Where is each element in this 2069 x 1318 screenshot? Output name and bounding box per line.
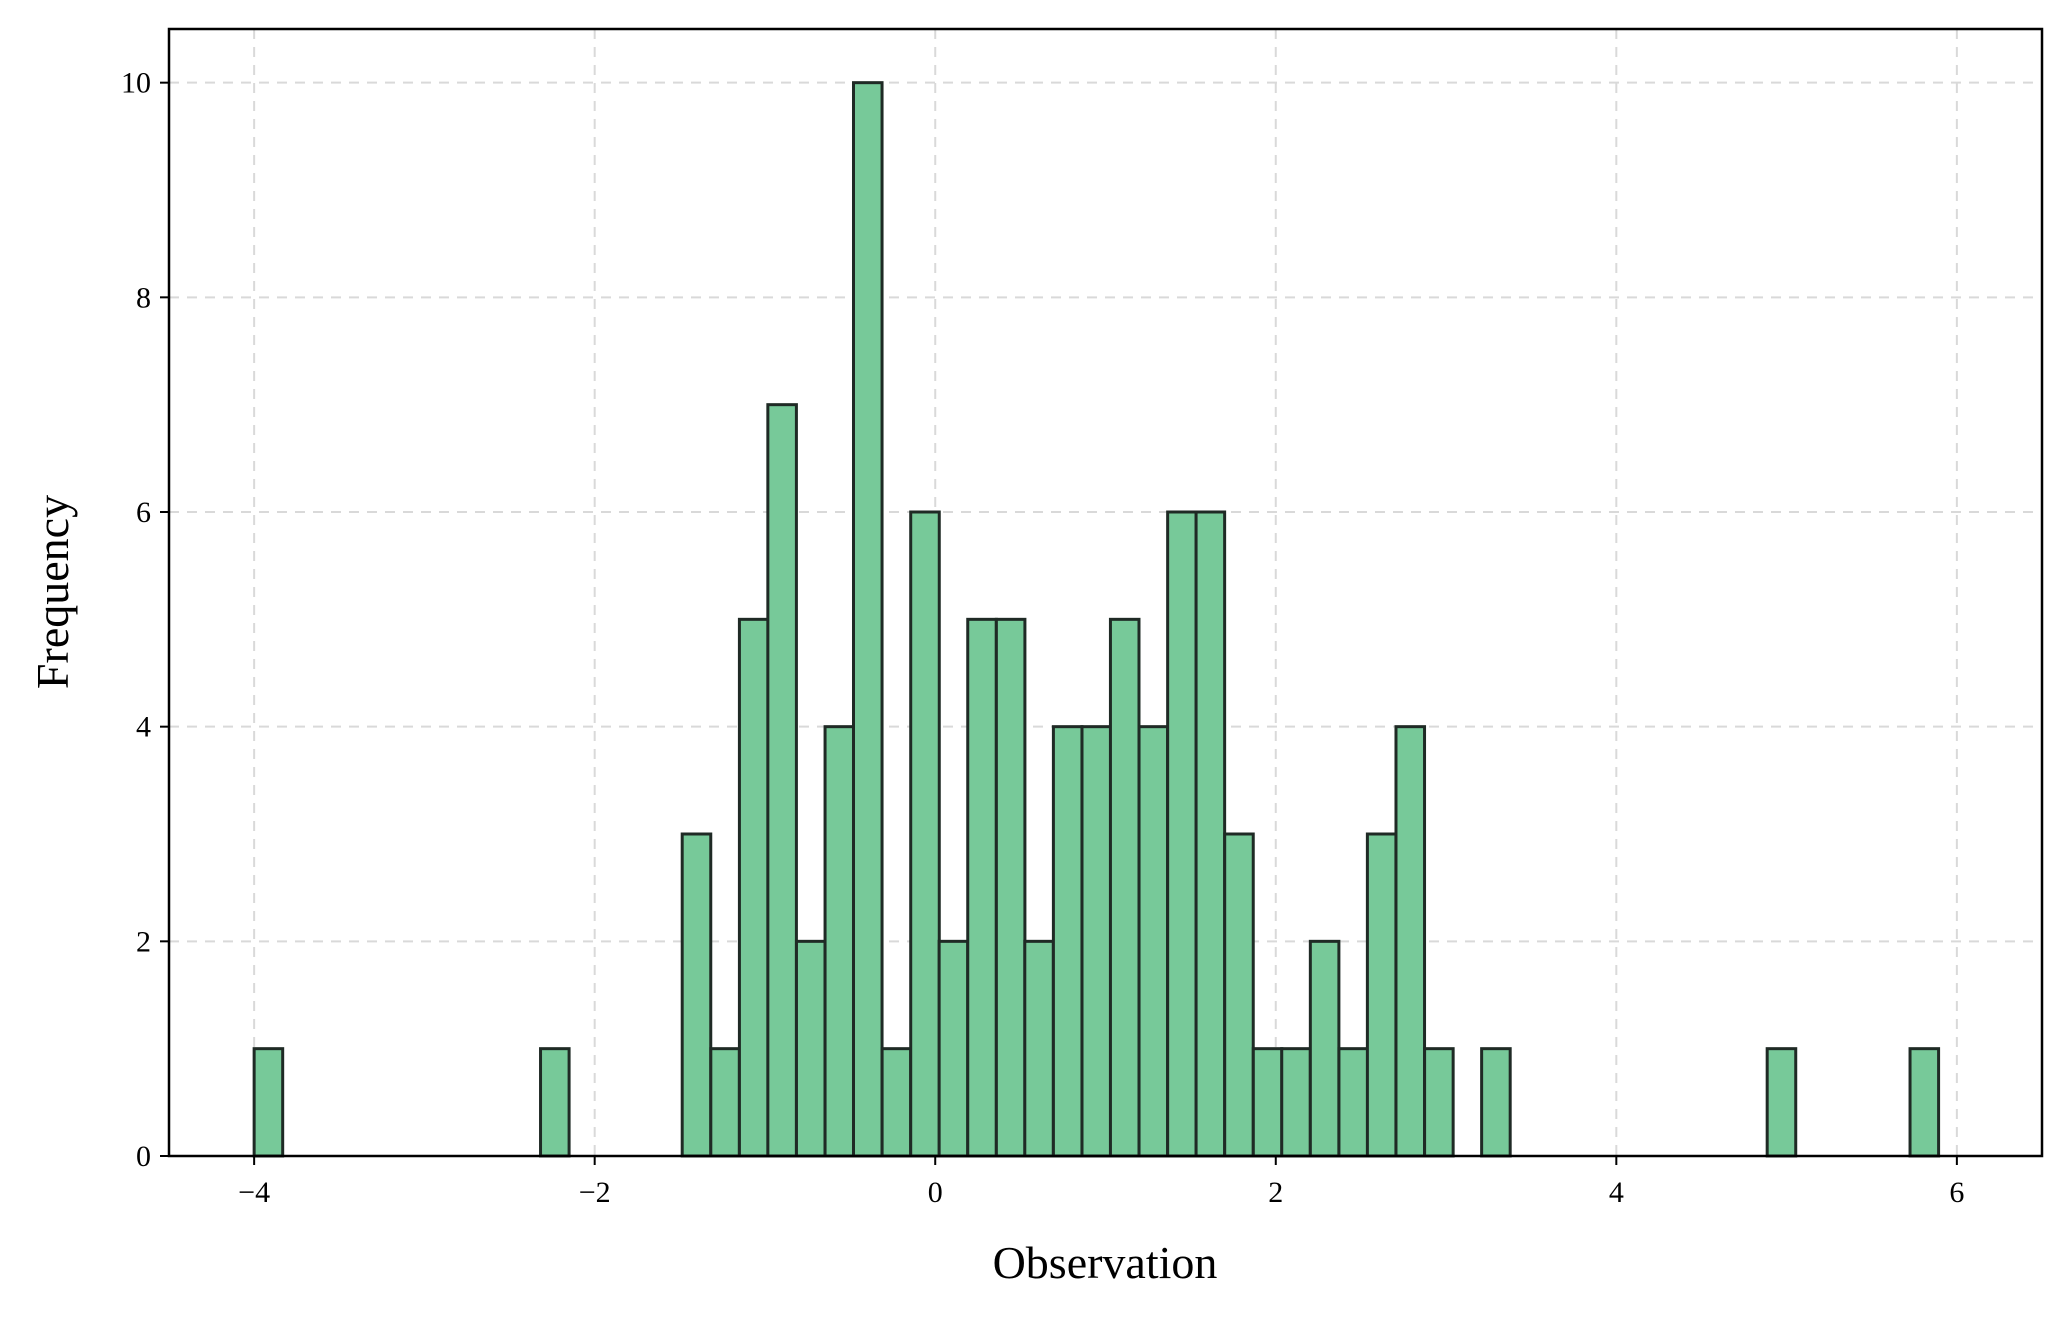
histogram-bar [1908, 1047, 1941, 1158]
histogram-bar [1765, 1047, 1798, 1158]
x-tick-label: −4 [238, 1176, 270, 1209]
histogram-bar [937, 939, 970, 1158]
y-tick-label: 8 [136, 281, 151, 314]
histogram-bars [252, 81, 1941, 1158]
x-axis-ticks: −4 −2 0 2 4 6 [238, 1156, 1964, 1209]
histogram-bar [880, 1047, 913, 1158]
histogram-bar [680, 832, 713, 1158]
histogram-bar [1337, 1047, 1369, 1158]
x-tick-label: 6 [1949, 1176, 1964, 1209]
histogram-bar [1051, 725, 1084, 1158]
histogram-bar [966, 617, 998, 1158]
histogram-bar [1166, 510, 1198, 1158]
histogram-bar [737, 617, 770, 1158]
histogram-bar [539, 1047, 571, 1158]
histogram-bar [909, 510, 941, 1158]
y-tick-label: 10 [121, 67, 151, 100]
x-tick-label: 2 [1268, 1176, 1283, 1209]
histogram-bar [252, 1047, 285, 1158]
histogram-bar [1194, 510, 1227, 1158]
y-tick-label: 2 [136, 925, 151, 958]
histogram-bar [994, 617, 1027, 1158]
histogram-bar [1223, 832, 1255, 1158]
y-tick-label: 6 [136, 496, 151, 529]
histogram-bar [1023, 939, 1055, 1158]
histogram-bar [1251, 1047, 1284, 1158]
histogram-bar [1108, 617, 1141, 1158]
histogram-bar [1137, 725, 1170, 1158]
histogram-bar [1394, 725, 1427, 1158]
histogram-bar [1080, 725, 1113, 1158]
histogram-bar [1280, 1047, 1312, 1158]
histogram-bar [823, 725, 856, 1158]
x-tick-label: 0 [928, 1176, 943, 1209]
y-tick-label: 0 [136, 1140, 151, 1173]
histogram-bar [1480, 1047, 1512, 1158]
histogram-bar [1423, 1047, 1455, 1158]
x-tick-label: −2 [579, 1176, 611, 1209]
x-tick-label: 4 [1609, 1176, 1624, 1209]
y-tick-label: 4 [136, 711, 151, 744]
histogram-bar [1308, 939, 1341, 1158]
y-axis-ticks: 0 2 4 6 8 10 [121, 67, 169, 1173]
histogram-bar [794, 939, 827, 1158]
histogram-bar [851, 81, 884, 1158]
x-axis-title: Observation [993, 1237, 1218, 1288]
histogram-bar [709, 1047, 741, 1158]
histogram-bar [766, 403, 798, 1158]
histogram-bar [1365, 832, 1398, 1158]
plot-frame [167, 27, 2044, 1158]
y-axis-title: Frequency [27, 495, 78, 689]
